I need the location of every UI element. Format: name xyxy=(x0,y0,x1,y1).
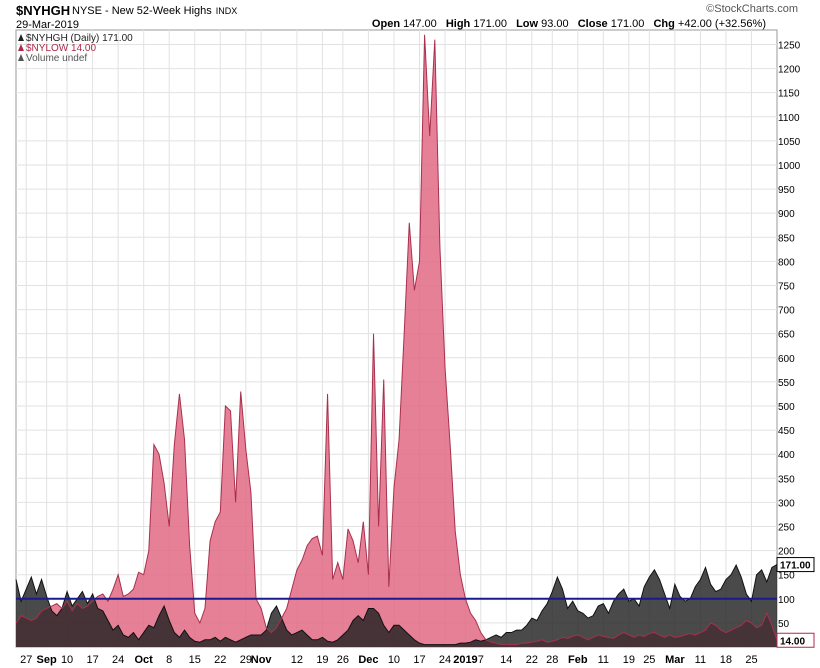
y-tick-label: 250 xyxy=(778,522,795,533)
legend-swatch-icon xyxy=(18,34,24,41)
x-tick-label: 29 xyxy=(240,654,252,666)
x-tick-label: 14 xyxy=(500,654,512,666)
x-tick-label: 25 xyxy=(745,654,757,666)
y-tick-label: 600 xyxy=(778,354,795,365)
y-tick-label: 1150 xyxy=(778,89,800,100)
legend-label: $NYHGH (Daily) 171.00 xyxy=(26,33,133,44)
nyhgh-line xyxy=(15,563,778,646)
last-value-box xyxy=(776,557,815,573)
y-axis: 50 100 150 200 250 300 350 400 450 500 550 600 650 70… xyxy=(778,40,801,629)
open-label: Open xyxy=(371,18,401,30)
chg-label: Chg xyxy=(653,18,675,30)
close-value: 171.00 xyxy=(610,18,645,30)
nylow-line xyxy=(15,34,778,646)
last-value-label: 14.00 xyxy=(780,636,805,647)
x-tick-label: 24 xyxy=(439,654,451,666)
x-tick-label: Dec xyxy=(358,654,378,666)
nylow-area xyxy=(16,34,777,647)
high-value: 171.00 xyxy=(473,18,507,30)
last-value-label: 171.00 xyxy=(780,561,811,572)
x-tick-label: 26 xyxy=(337,654,349,666)
chart-date: 29-Mar-2019 xyxy=(16,19,79,31)
y-tick-label: 50 xyxy=(778,619,790,630)
x-tick-label: Feb xyxy=(568,654,588,666)
high-label: High xyxy=(445,18,471,30)
x-tick-label: 2019 xyxy=(453,654,477,666)
x-tick-label: 7 xyxy=(478,654,484,666)
y-tick-label: 300 xyxy=(778,498,795,509)
y-tick-label: 150 xyxy=(778,571,795,582)
y-tick-label: 1000 xyxy=(778,161,801,172)
x-tick-label: 19 xyxy=(316,654,328,666)
y-tick-label: 850 xyxy=(778,233,795,244)
x-tick-label: 10 xyxy=(388,654,400,666)
x-tick-label: 19 xyxy=(623,654,635,666)
y-tick-label: 1100 xyxy=(778,113,800,124)
ohlc-readout: Open 147.00 High 171.00 Low 93.00 Close … xyxy=(366,18,766,30)
ticker-symbol: $NYHGH xyxy=(16,3,71,18)
grid-lines xyxy=(16,30,777,647)
x-tick-label: Sep xyxy=(37,654,57,666)
x-tick-label: 22 xyxy=(214,654,226,666)
x-tick-label: 11 xyxy=(598,654,609,666)
legend-label: Volume undef xyxy=(26,53,87,64)
chg-value: +42.00 (+32.56%) xyxy=(677,18,766,30)
x-tick-label: 27 xyxy=(20,654,32,666)
x-tick-label: 18 xyxy=(720,654,732,666)
y-tick-label: 1050 xyxy=(778,137,801,148)
legend-swatch-icon xyxy=(18,54,24,61)
y-tick-label: 1200 xyxy=(778,65,801,76)
exchange-tag: INDX xyxy=(215,6,238,16)
low-value: 93.00 xyxy=(541,18,569,30)
y-tick-label: 200 xyxy=(778,547,795,558)
x-tick-label: 17 xyxy=(86,654,98,666)
y-tick-label: 450 xyxy=(778,426,795,437)
y-tick-label: 100 xyxy=(778,595,795,606)
y-tick-label: 900 xyxy=(778,209,795,220)
x-tick-label: 8 xyxy=(166,654,172,666)
x-tick-label: 10 xyxy=(61,654,73,666)
x-tick-label: Oct xyxy=(135,654,154,666)
y-tick-label: 400 xyxy=(778,450,795,461)
x-tick-label: 22 xyxy=(526,654,538,666)
x-tick-label: 24 xyxy=(112,654,124,666)
last-value-box xyxy=(776,632,815,648)
y-tick-label: 750 xyxy=(778,281,795,292)
x-tick-label: Nov xyxy=(251,654,273,666)
description-text: NYSE - New 52-Week Highs xyxy=(72,5,212,17)
brand-watermark: ©StockCharts.com xyxy=(706,3,798,15)
y-tick-label: 800 xyxy=(778,257,795,268)
open-value: 147.00 xyxy=(403,18,437,30)
y-tick-label: 700 xyxy=(778,306,795,317)
x-tick-label: Mar xyxy=(665,654,685,666)
x-tick-label: 12 xyxy=(291,654,303,666)
x-tick-label: 11 xyxy=(695,654,706,666)
y-tick-label: 950 xyxy=(778,185,795,196)
legend-label: $NYLOW 14.00 xyxy=(26,43,96,54)
y-tick-label: 650 xyxy=(778,330,795,341)
y-tick-label: 550 xyxy=(778,378,795,389)
x-tick-label: 15 xyxy=(189,654,201,666)
low-label: Low xyxy=(516,18,539,30)
x-tick-label: 28 xyxy=(546,654,558,666)
close-label: Close xyxy=(577,18,608,30)
x-tick-label: 25 xyxy=(643,654,655,666)
legend-swatch-icon xyxy=(18,44,24,51)
nyhgh-area xyxy=(16,564,777,647)
y-tick-label: 500 xyxy=(778,402,795,413)
chart-description: NYSE - New 52-Week Highs INDX xyxy=(72,5,237,17)
y-tick-label: 350 xyxy=(778,474,795,485)
x-tick-label: 17 xyxy=(413,654,425,666)
y-tick-label: 1250 xyxy=(778,40,801,51)
series-layer xyxy=(15,34,778,647)
last-value-labels: 171.00 14.00 xyxy=(776,557,815,648)
legend: $NYHGH (Daily) 171.00$NYLOW 14.00Volume … xyxy=(18,33,133,64)
